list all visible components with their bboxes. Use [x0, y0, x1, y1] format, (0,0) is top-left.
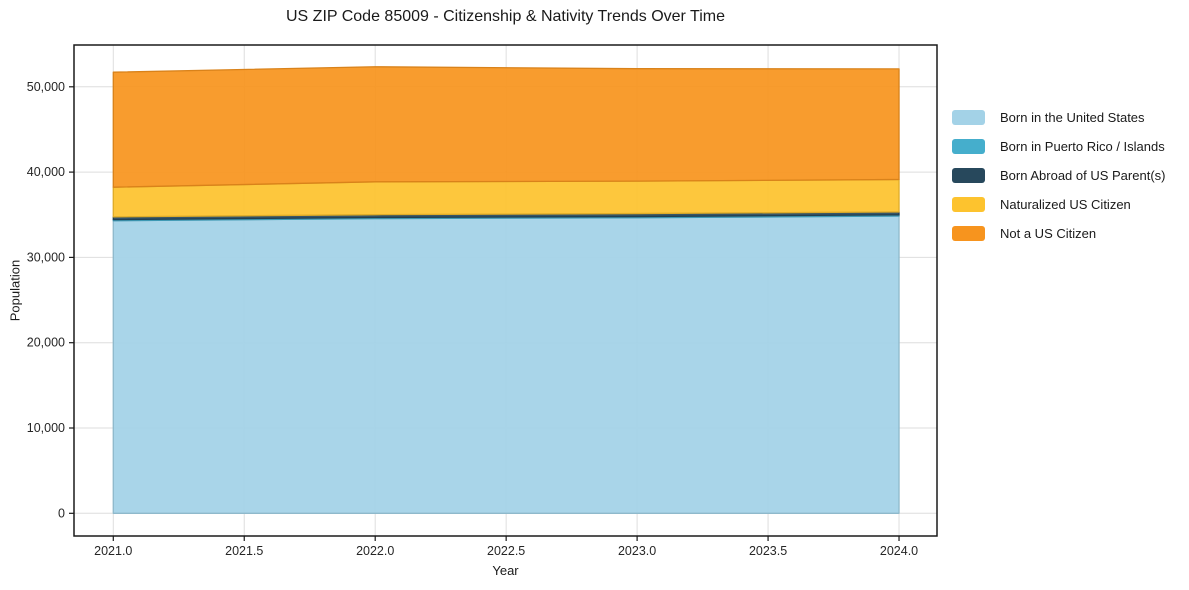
legend-item: Born Abroad of US Parent(s): [952, 161, 1165, 190]
legend-swatch: [952, 197, 985, 212]
legend-item: Born in Puerto Rico / Islands: [952, 132, 1165, 161]
x-tick-label: 2023.5: [749, 544, 787, 558]
legend-label: Born in Puerto Rico / Islands: [1000, 139, 1165, 154]
y-tick-label: 50,000: [27, 80, 65, 94]
plot-border: [73, 44, 938, 537]
y-tick-label: 30,000: [27, 250, 65, 264]
legend-swatch: [952, 139, 985, 154]
x-tick-label: 2022.0: [356, 544, 394, 558]
legend-label: Naturalized US Citizen: [1000, 197, 1131, 212]
x-tick-label: 2024.0: [880, 544, 918, 558]
legend-label: Born in the United States: [1000, 110, 1145, 125]
legend-item: Naturalized US Citizen: [952, 190, 1165, 219]
area-series-0: [112, 215, 900, 514]
legend-item: Born in the United States: [952, 103, 1165, 132]
legend-label: Not a US Citizen: [1000, 226, 1097, 241]
y-axis-label: Population: [7, 259, 23, 322]
chart-title: US ZIP Code 85009 - Citizenship & Nativi…: [286, 8, 725, 25]
x-tick-label: 2022.5: [487, 544, 525, 558]
legend-label: Born Abroad of US Parent(s): [1000, 168, 1166, 183]
x-tick-label: 2021.0: [94, 544, 132, 558]
y-tick-label: 40,000: [27, 165, 65, 179]
y-tick-label: 10,000: [27, 421, 65, 435]
x-axis-label: Year: [492, 563, 519, 578]
legend-item: Not a US Citizen: [952, 219, 1165, 248]
x-tick-label: 2021.5: [225, 544, 263, 558]
legend-swatch: [952, 110, 985, 125]
area-series-4: [112, 66, 900, 188]
legend: Born in the United States Born in Puerto …: [952, 103, 1165, 248]
legend-swatch: [952, 226, 985, 241]
legend-swatch: [952, 168, 985, 183]
y-tick-label: 20,000: [27, 336, 65, 350]
y-tick-label: 0: [58, 506, 65, 520]
x-tick-label: 2023.0: [618, 544, 656, 558]
